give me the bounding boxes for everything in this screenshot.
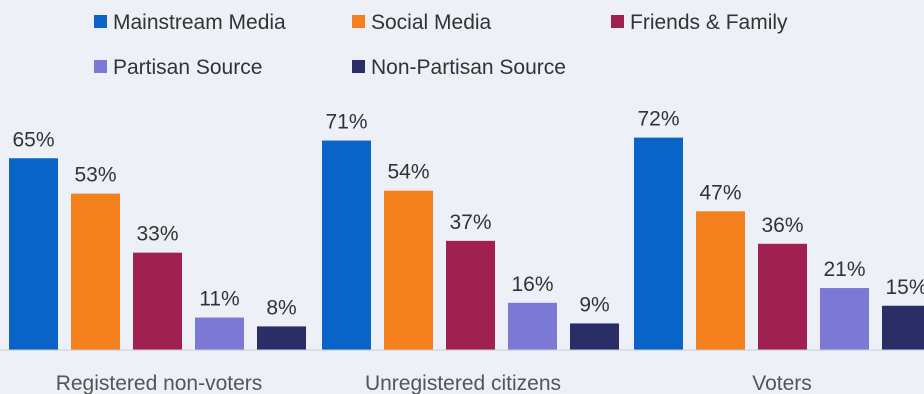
legend-item: Mainstream Media <box>94 11 286 34</box>
data-label: 16% <box>511 273 553 296</box>
bar <box>322 140 371 350</box>
bar <box>446 240 495 350</box>
legend-label: Mainstream Media <box>113 11 286 34</box>
data-labels: 65% 53% 33% 11% 8% 71% 54% 37% 16% 9% 72% 47% 36% 21%… <box>12 108 924 320</box>
bar <box>508 302 557 350</box>
data-label: 15% <box>885 276 924 299</box>
bar <box>257 326 306 350</box>
legend-swatch <box>352 15 365 28</box>
data-label: 72% <box>637 108 679 131</box>
category-label: Voters <box>752 372 812 394</box>
legend-label: Social Media <box>371 11 492 34</box>
legend-label: Non-Partisan Source <box>371 56 566 79</box>
data-label: 54% <box>387 161 429 184</box>
bar <box>570 323 619 350</box>
legend-label: Partisan Source <box>113 56 262 79</box>
bar <box>9 158 58 350</box>
data-label: 71% <box>325 111 367 134</box>
legend-item: Friends & Family <box>611 11 788 34</box>
category-label: Unregistered citizens <box>365 372 561 394</box>
bar <box>820 288 869 350</box>
data-label: 36% <box>761 214 803 237</box>
legend-swatch <box>611 15 624 28</box>
legend: Mainstream Media Social Media Friends & Fa… <box>94 11 788 79</box>
legend-item: Partisan Source <box>94 56 262 79</box>
data-label: 53% <box>74 164 116 187</box>
legend-label: Friends & Family <box>630 11 788 34</box>
legend-swatch <box>352 60 365 73</box>
data-label: 21% <box>823 258 865 281</box>
data-label: 8% <box>266 296 296 319</box>
category-label: Registered non-voters <box>56 372 263 394</box>
legend-swatch <box>94 15 107 28</box>
bar <box>71 193 120 350</box>
bar <box>696 211 745 350</box>
data-label: 9% <box>579 293 609 316</box>
bar <box>133 252 182 350</box>
bar <box>882 305 924 350</box>
legend-item: Non-Partisan Source <box>352 56 566 79</box>
category-labels: Registered non-voters Unregistered citize… <box>56 372 812 394</box>
legend-item: Social Media <box>352 11 492 34</box>
data-label: 65% <box>12 128 54 151</box>
data-label: 47% <box>699 181 741 204</box>
bar <box>758 243 807 350</box>
bar <box>634 137 683 350</box>
bar <box>195 317 244 350</box>
bar <box>384 190 433 350</box>
data-label: 33% <box>136 223 178 246</box>
bars <box>9 137 924 350</box>
legend-swatch <box>94 60 107 73</box>
data-label: 11% <box>199 288 239 311</box>
data-label: 37% <box>449 211 491 234</box>
